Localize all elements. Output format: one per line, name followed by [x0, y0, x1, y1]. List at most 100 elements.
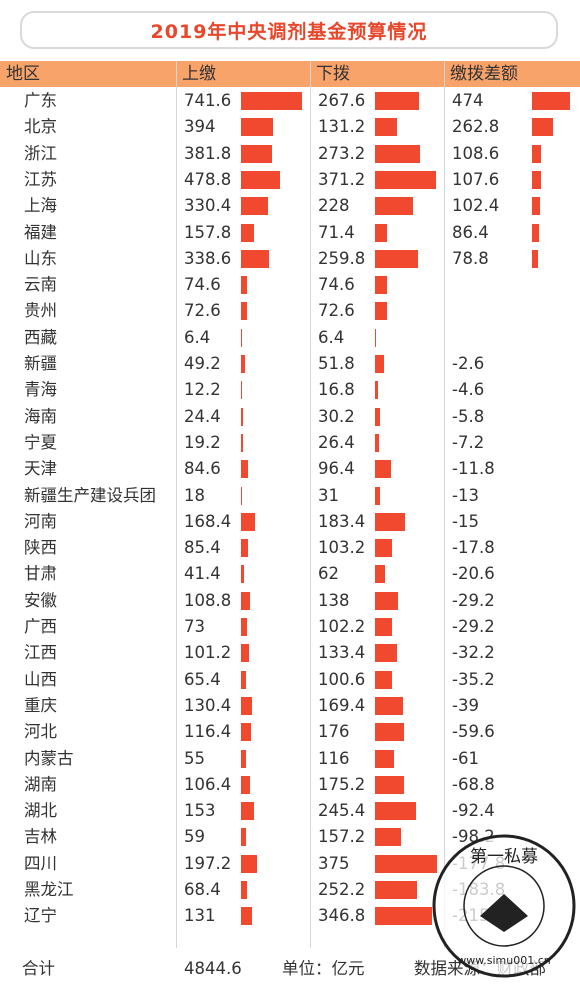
table-row: 辽宁 131 346.8 -215.8 [0, 903, 580, 929]
diff-value: -15 [452, 511, 479, 531]
table-row: 吉林 59 157.2 -98.2 [0, 824, 580, 850]
up-bar [241, 302, 247, 321]
diff-bar [532, 144, 541, 163]
diff-bar [532, 249, 539, 268]
down-value: 175.2 [318, 774, 366, 794]
table-row: 西藏 6.4 6.4 [0, 325, 580, 351]
diff-value: 78.8 [452, 248, 489, 268]
down-value: 273.2 [318, 143, 366, 163]
up-bar [241, 328, 242, 347]
down-value: 176 [318, 722, 350, 742]
up-value: 130.4 [184, 695, 232, 715]
region-label: 福建 [24, 222, 57, 242]
up-bar [241, 197, 269, 216]
up-bar [241, 486, 243, 505]
region-label: 内蒙古 [24, 748, 74, 768]
up-value: 338.6 [184, 248, 232, 268]
down-value: 346.8 [318, 906, 366, 926]
down-value: 103.2 [318, 538, 366, 558]
region-label: 江苏 [24, 169, 57, 189]
table-row: 安徽 108.8 138 -29.2 [0, 588, 580, 614]
up-bar [241, 644, 250, 663]
down-bar [375, 381, 378, 400]
diff-value: -59.6 [452, 722, 495, 742]
diff-bar [532, 170, 541, 189]
column-divider [310, 61, 311, 948]
up-value: 330.4 [184, 196, 232, 216]
diff-value: -13 [452, 485, 479, 505]
down-bar [375, 92, 420, 110]
down-value: 100.6 [318, 669, 366, 689]
down-bar [375, 723, 405, 742]
up-value: 394 [184, 117, 216, 137]
region-label: 湖南 [24, 774, 57, 794]
diff-value: -32.2 [452, 643, 495, 663]
diff-value: -98.2 [452, 827, 495, 847]
up-bar [241, 565, 245, 584]
down-bar [375, 828, 401, 847]
unit-label: 单位：亿元 [282, 959, 365, 978]
diff-value: 86.4 [452, 222, 489, 242]
table-row: 湖南 106.4 175.2 -68.8 [0, 772, 580, 798]
up-value: 101.2 [184, 643, 232, 663]
diff-value: -35.2 [452, 669, 495, 689]
up-value: 131 [184, 906, 216, 926]
column-divider [444, 61, 445, 948]
region-label: 甘肃 [24, 564, 57, 584]
table-footer: 合计 4844.6 单位：亿元 数据来源：财政部 [0, 956, 580, 982]
up-value: 6.4 [184, 327, 211, 347]
column-divider [176, 61, 177, 948]
header-region: 地区 [6, 64, 40, 84]
down-bar [375, 249, 418, 268]
table-row: 海南 24.4 30.2 -5.8 [0, 404, 580, 430]
up-value: 381.8 [184, 143, 232, 163]
region-label: 上海 [24, 196, 57, 216]
down-bar [375, 486, 381, 505]
down-value: 26.4 [318, 432, 355, 452]
table-row: 黑龙江 68.4 252.2 -183.8 [0, 877, 580, 903]
diff-value: 102.4 [452, 196, 500, 216]
up-value: 12.2 [184, 380, 221, 400]
up-value: 168.4 [184, 511, 232, 531]
up-bar [241, 276, 248, 295]
diff-value: -7.2 [452, 432, 485, 452]
up-value: 68.4 [184, 880, 221, 899]
table-row: 四川 197.2 375 -177.8 [0, 851, 580, 877]
up-bar [241, 539, 249, 558]
down-bar [375, 328, 377, 347]
table-row: 江西 101.2 133.4 -32.2 [0, 640, 580, 666]
table-row: 甘肃 41.4 62 -20.6 [0, 561, 580, 587]
total-label: 合计 [22, 959, 55, 978]
down-bar [375, 302, 387, 321]
total-value: 4844.6 [184, 959, 242, 978]
up-bar [241, 433, 243, 452]
down-value: 6.4 [318, 327, 345, 347]
down-bar [375, 644, 398, 663]
region-label: 云南 [24, 275, 57, 295]
table-row: 湖北 153 245.4 -92.4 [0, 798, 580, 824]
down-bar [375, 881, 417, 899]
down-value: 138 [318, 590, 350, 610]
down-value: 96.4 [318, 459, 355, 479]
region-label: 河北 [24, 722, 57, 742]
up-bar [241, 249, 269, 268]
up-bar [241, 907, 252, 926]
down-value: 62 [318, 564, 339, 584]
diff-value: -4.6 [452, 380, 485, 400]
up-bar [241, 407, 243, 426]
up-bar [241, 749, 246, 768]
table-row: 宁夏 19.2 26.4 -7.2 [0, 430, 580, 456]
up-value: 84.6 [184, 459, 221, 479]
table-row: 山西 65.4 100.6 -35.2 [0, 667, 580, 693]
down-value: 102.2 [318, 617, 366, 636]
down-value: 371.2 [318, 169, 366, 189]
down-value: 116 [318, 748, 350, 768]
diff-value: -20.6 [452, 564, 495, 584]
down-value: 252.2 [318, 880, 366, 899]
down-value: 267.6 [318, 91, 366, 110]
diff-value: -39 [452, 695, 479, 715]
region-label: 海南 [24, 406, 57, 426]
up-value: 74.6 [184, 275, 221, 295]
diff-value: -11.8 [452, 459, 495, 479]
diff-bar [532, 92, 570, 110]
